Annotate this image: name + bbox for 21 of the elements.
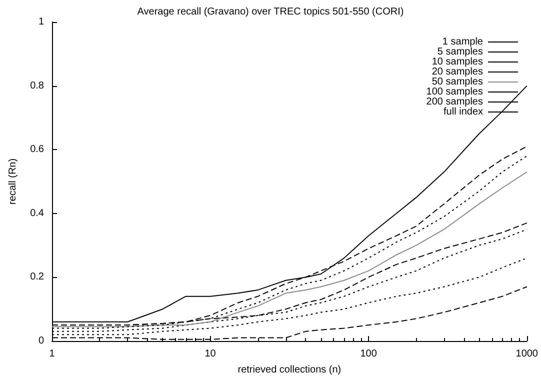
y-axis-title: recall (Rn) <box>8 158 18 205</box>
legend-label: 5 samples <box>437 46 483 58</box>
x-tick-label: 1000 <box>516 348 538 360</box>
legend-label: 100 samples <box>426 86 483 98</box>
y-tick-label: 0.8 <box>30 80 44 92</box>
x-axis-title: retrieved collections (n) <box>238 364 342 376</box>
y-tick-label: 0.4 <box>30 208 44 219</box>
legend-label: 200 samples <box>426 96 483 108</box>
legend-label: 1 sample <box>442 36 484 48</box>
x-tick-label: 1 <box>49 348 56 360</box>
legend-label: 10 samples <box>432 56 483 68</box>
y-tick-label: 1 <box>38 16 44 28</box>
chart-title: Average recall (Gravano) over TREC topics 501-550 (CORI) <box>137 6 404 18</box>
legend-label: full index <box>444 106 483 118</box>
y-tick-label: 0 <box>38 336 44 346</box>
x-tick-label: 10 <box>204 348 216 360</box>
legend-label: 20 samples <box>432 66 483 78</box>
y-tick-label: 0.2 <box>30 272 44 283</box>
legend-label: 50 samples <box>432 76 483 88</box>
y-tick-label: 0.6 <box>30 144 44 156</box>
x-tick-label: 100 <box>360 348 378 360</box>
